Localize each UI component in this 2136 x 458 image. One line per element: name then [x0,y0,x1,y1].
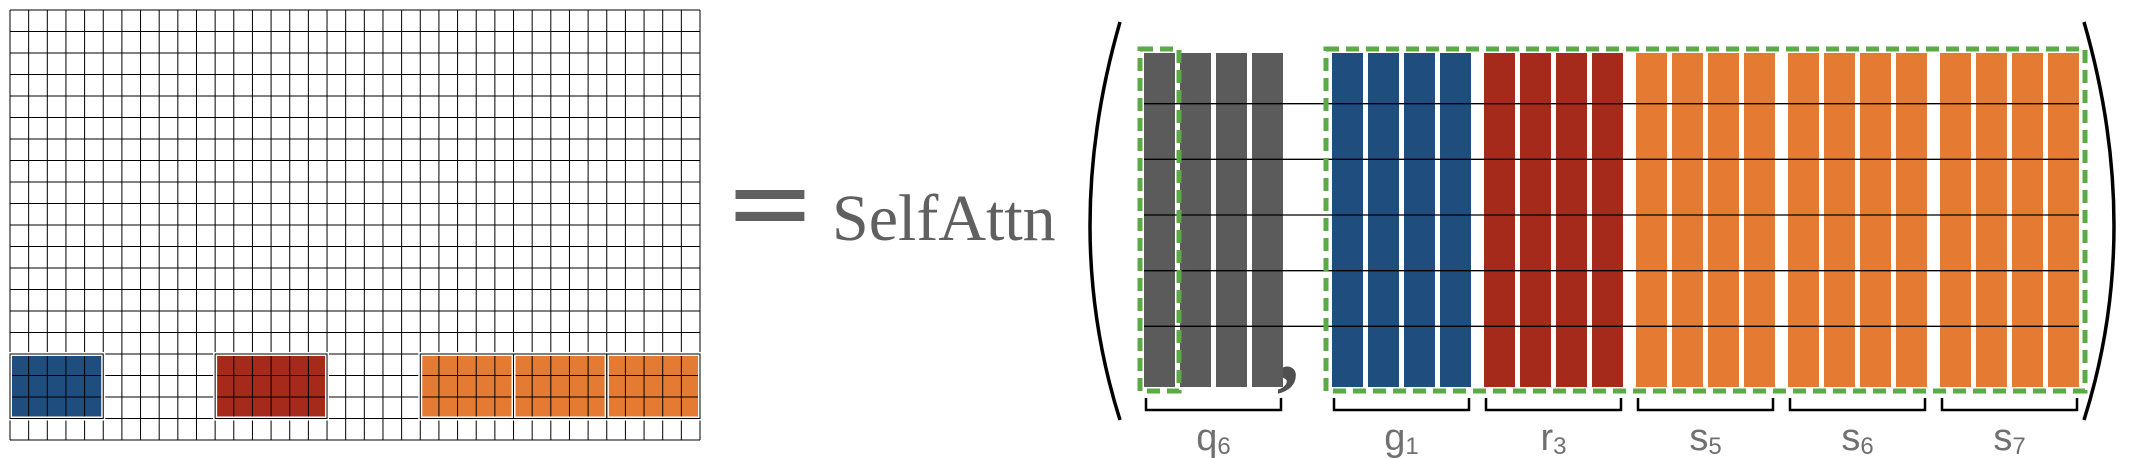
group-label-base: s [1993,417,2012,458]
group-bracket-g1 [1332,398,1471,412]
grid-block-orange-4 [606,354,700,419]
grid-lines [9,9,701,441]
token-grid [8,9,703,441]
grid-block-border-1 [214,353,328,419]
key-value-dashed-box [1323,46,2088,394]
token-bar-r3-2 [1556,53,1587,387]
token-bar-s6-1 [1824,53,1855,387]
group-label-q6: q6 [1196,417,1231,458]
token-bar-q6-0 [1144,53,1175,387]
group-label-subscript: 6 [1217,433,1230,458]
group-bracket-q6 [1144,398,1283,412]
token-bar-s6-2 [1860,53,1891,387]
group-label-s5: s5 [1689,417,1721,458]
group-label-base: r [1540,417,1553,458]
token-bar-s6-0 [1788,53,1819,387]
equals-sign: = [724,138,816,266]
token-bar-q6-1 [1180,53,1211,387]
left-parenthesis [1088,21,1122,421]
group-bracket-s5 [1636,398,1775,412]
group-bracket-s6 [1788,398,1927,412]
token-bar-s7-1 [1976,53,2007,387]
right-parenthesis [2082,21,2116,421]
token-bar-s7-0 [1940,53,1971,387]
token-bar-r3-3 [1592,53,1623,387]
token-bar-g1-2 [1404,53,1435,387]
token-bar-q6-3 [1252,53,1283,387]
token-bar-s7-3 [2048,53,2079,387]
selfattn-label: SelfAttn [832,182,1056,255]
grid-block-orange-2 [420,354,514,419]
group-label-base: s [1841,417,1860,458]
token-bar-s5-2 [1708,53,1739,387]
grid-block-border-4 [606,353,701,419]
token-bar-r3-0 [1484,53,1515,387]
group-bracket-r3 [1484,398,1623,412]
group-label-subscript: 5 [1708,433,1721,458]
token-bar-s5-1 [1672,53,1703,387]
token-sequence [1137,46,2088,394]
group-label-subscript: 7 [2012,433,2025,458]
group-label-subscript: 6 [1860,433,1873,458]
token-bar-g1-3 [1440,53,1471,387]
group-labels: q6 g1 r3 s5 s6 s7 [1144,398,2079,458]
token-bar-s5-0 [1636,53,1667,387]
group-label-subscript: 1 [1405,433,1418,458]
group-label-base: s [1689,417,1708,458]
group-label-g1: g1 [1384,417,1419,458]
group-label-s7: s7 [1993,417,2025,458]
group-label-subscript: 3 [1553,433,1566,458]
grid-block-blue-0 [10,354,104,419]
token-bar-s6-3 [1896,53,1927,387]
query-dashed-box [1137,46,1182,394]
grid-block-orange-3 [513,354,607,419]
token-bar-r3-1 [1520,53,1551,387]
group-bracket-s7 [1940,398,2079,412]
token-bar-s5-3 [1744,53,1775,387]
grid-block-border-0 [9,353,104,419]
group-label-r3: r3 [1540,417,1566,458]
group-label-s6: s6 [1841,417,1873,458]
token-bar-s7-2 [2012,53,2043,387]
group-label-base: g [1384,417,1405,458]
token-bar-g1-1 [1368,53,1399,387]
group-label-base: q [1196,417,1217,458]
token-bar-q6-2 [1216,53,1247,387]
token-bar-g1-0 [1332,53,1363,387]
